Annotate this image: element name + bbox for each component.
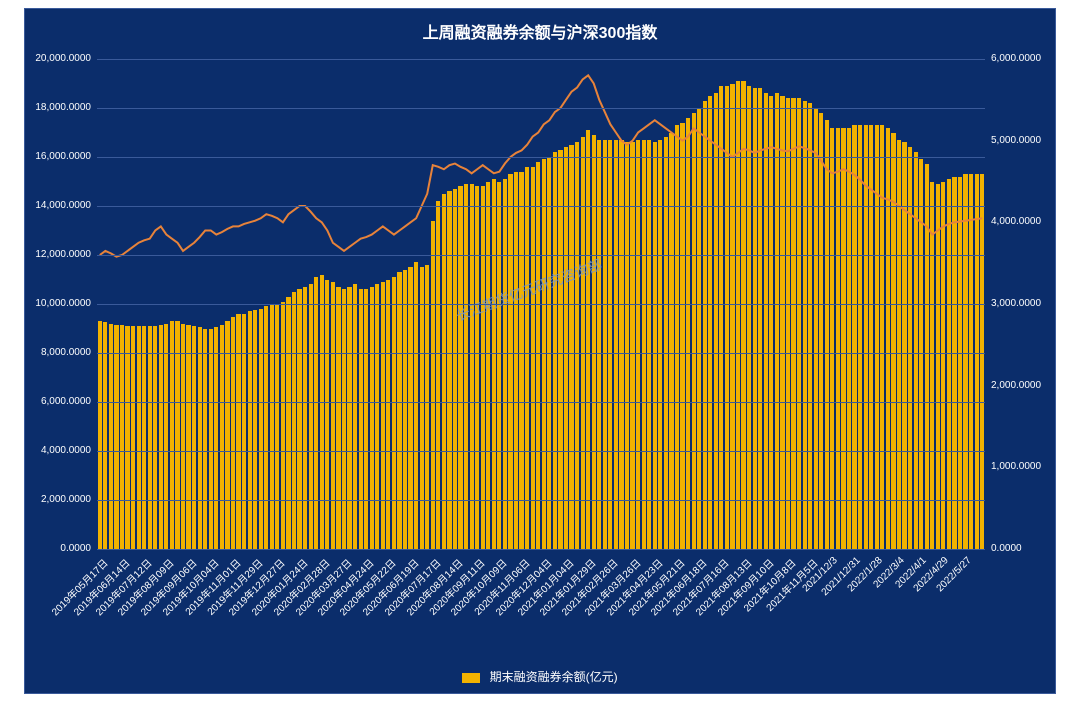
gridline [97,108,985,109]
legend-swatch [462,673,480,683]
y-right-tick-label: 5,000.0000 [991,135,1041,146]
chart-title: 上周融资融券余额与沪深300指数 [25,19,1055,43]
gridline [97,59,985,60]
y-right-tick-label: 3,000.0000 [991,298,1041,309]
y-right-tick-label: 6,000.0000 [991,53,1041,64]
y-right-tick-label: 2,000.0000 [991,380,1041,391]
y-left-tick-label: 8,000.0000 [41,347,91,358]
y-right-tick-label: 0.0000 [991,543,1022,554]
gridline [97,255,985,256]
gridline [97,500,985,501]
y-left-tick-label: 14,000.0000 [35,200,91,211]
y-right-tick-label: 1,000.0000 [991,461,1041,472]
gridline [97,402,985,403]
chart-frame: 上周融资融券余额与沪深300指数 长江期货亿元研究咨询部 期末融资融券余额(亿元… [24,8,1056,694]
gridline [97,304,985,305]
gridline [97,353,985,354]
y-left-tick-label: 0.0000 [60,543,91,554]
y-left-tick-label: 12,000.0000 [35,249,91,260]
y-left-tick-label: 10,000.0000 [35,298,91,309]
legend-label: 期末融资融券余额(亿元) [490,670,618,684]
y-left-tick-label: 20,000.0000 [35,53,91,64]
y-left-tick-label: 18,000.0000 [35,102,91,113]
y-left-tick-label: 2,000.0000 [41,494,91,505]
y-right-tick-label: 4,000.0000 [991,216,1041,227]
plot-area: 长江期货亿元研究咨询部 [97,59,985,549]
legend: 期末融资融券余额(亿元) [25,668,1055,685]
gridline [97,157,985,158]
y-left-tick-label: 16,000.0000 [35,151,91,162]
y-left-tick-label: 4,000.0000 [41,445,91,456]
gridline [97,206,985,207]
gridline [97,549,985,550]
gridline [97,451,985,452]
y-left-tick-label: 6,000.0000 [41,396,91,407]
